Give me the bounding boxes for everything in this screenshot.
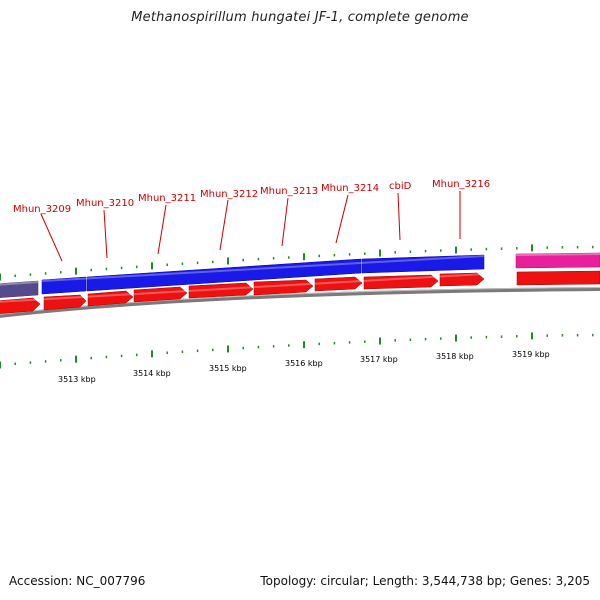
reverse-gene-arrow-1 [43, 294, 87, 311]
reverse-gene-arrow-6 [314, 276, 363, 292]
genome-backbone [0, 287, 600, 318]
gene-label-mhun-3216: Mhun_3216 [432, 179, 490, 190]
kbp-label-3518: 3518 kbp [436, 352, 474, 361]
gene-callout-lines [40, 191, 461, 262]
kbp-label-3515: 3515 kbp [209, 364, 247, 373]
other-feature-block [0, 280, 39, 298]
kbp-label-3514: 3514 kbp [133, 369, 171, 378]
kbp-label-3513: 3513 kbp [58, 375, 96, 384]
pink-feature-block [515, 252, 600, 269]
forward-track [0, 252, 600, 298]
inner-tick-row [0, 332, 594, 369]
reverse-gene-arrow-4 [188, 282, 254, 299]
callout-line-mhun-3209 [40, 213, 63, 262]
callout-line-mhun-3210 [103, 209, 108, 259]
reverse-gene-arrow-3 [133, 286, 188, 303]
gene-label-mhun-3211: Mhun_3211 [138, 193, 196, 204]
reverse-track [0, 270, 600, 314]
gene-label-mhun-3209: Mhun_3209 [13, 204, 71, 215]
gene-label-mhun-3212: Mhun_3212 [200, 189, 258, 200]
callout-line-cbid [397, 192, 401, 241]
accession-label: Accession: NC_007796 [9, 574, 146, 588]
reverse-gene-arrow-8 [439, 272, 485, 287]
kbp-scale-labels: 3513 kbp 3514 kbp 3515 kbp 3516 kbp 3517… [58, 350, 550, 384]
kbp-label-3517: 3517 kbp [360, 355, 398, 364]
reverse-gene-arrow-0 [0, 297, 41, 314]
gene-label-mhun-3213: Mhun_3213 [260, 186, 318, 197]
gene-label-mhun-3214: Mhun_3214 [321, 183, 379, 194]
reverse-gene-arrow-5 [253, 279, 314, 296]
callout-line-mhun-3213 [281, 197, 289, 247]
kbp-label-3519: 3519 kbp [512, 350, 550, 359]
topology-summary: Topology: circular; Length: 3,544,738 bp… [260, 574, 590, 588]
callout-line-mhun-3212 [219, 199, 229, 251]
callout-line-mhun-3214 [335, 194, 349, 244]
reverse-gene-arrow-7 [363, 274, 439, 290]
map-title: Methanospirillum hungatei JF-1, complete… [131, 10, 469, 25]
callout-line-mhun-3211 [157, 204, 167, 255]
gene-label-cbid: cbiD [389, 181, 412, 192]
reverse-gene-block-9 [516, 270, 600, 286]
kbp-label-3516: 3516 kbp [285, 359, 323, 368]
reverse-gene-arrow-2 [87, 290, 134, 307]
forward-gene-block-2 [86, 258, 362, 292]
gene-labels: Mhun_3209 Mhun_3210 Mhun_3211 Mhun_3212 … [13, 179, 490, 215]
forward-gene-block-1 [41, 276, 87, 295]
gene-label-mhun-3210: Mhun_3210 [76, 198, 134, 209]
forward-gene-block-3 [361, 254, 485, 274]
outer-tick-row [0, 244, 594, 281]
